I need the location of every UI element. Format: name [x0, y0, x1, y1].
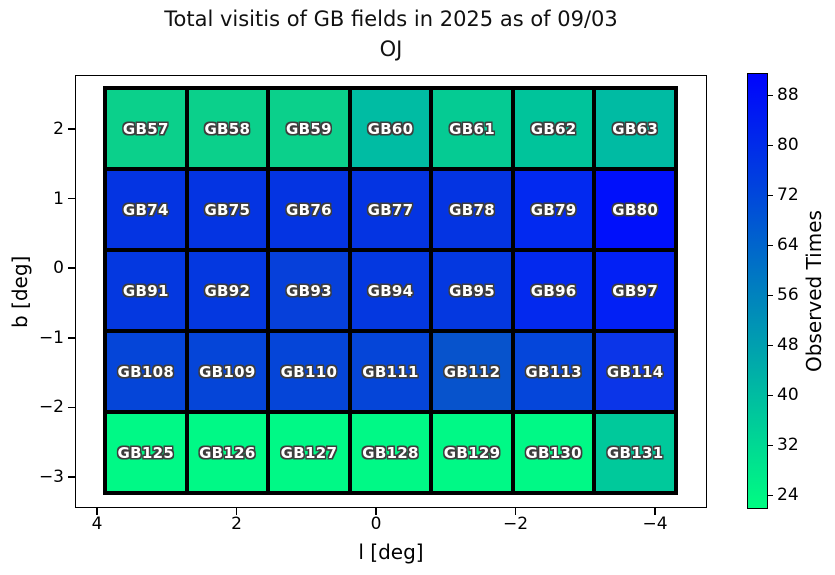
grid-cell-GB60: GB60	[351, 90, 430, 167]
colorbar-tick-mark	[767, 144, 773, 147]
x-tick-label: 4	[91, 514, 103, 534]
chart-title: Total visitis of GB fields in 2025 as of…	[75, 5, 707, 65]
colorbar-tick-label: 88	[777, 85, 799, 106]
grid-cell-GB78: GB78	[433, 171, 511, 248]
grid-cell-GB131: GB131	[596, 414, 674, 491]
x-tick-mark	[96, 508, 98, 515]
grid-cell-GB125: GB125	[107, 414, 185, 491]
grid-cell-GB76: GB76	[270, 171, 348, 248]
x-axis-label: l [deg]	[358, 540, 424, 564]
chart-title-line2: OJ	[379, 36, 403, 61]
grid-cell-GB74: GB74	[107, 171, 185, 248]
grid-cell-GB113: GB113	[514, 333, 593, 410]
y-tick-mark	[68, 337, 75, 339]
colorbar-tick-mark	[767, 194, 773, 197]
heatmap-grid: GB57 GB58 GB59 GB60 GB61 GB62 GB63 GB74 GB75 GB76…	[103, 86, 678, 495]
grid-cell-GB79: GB79	[514, 171, 593, 248]
colorbar-tick-mark	[767, 294, 773, 297]
grid-cell-GB80: GB80	[596, 171, 674, 248]
y-tick-mark	[68, 476, 75, 478]
grid-cell-GB95: GB95	[433, 252, 511, 329]
grid-cell-GB61: GB61	[433, 90, 511, 167]
colorbar-tick-label: 32	[777, 435, 799, 456]
x-tick-mark	[235, 508, 238, 515]
grid-cell-GB114: GB114	[596, 333, 674, 410]
colorbar-tick-mark	[767, 394, 773, 397]
colorbar-tick-label: 24	[777, 485, 799, 506]
y-tick-label: 2	[53, 119, 64, 139]
grid-cell-GB97: GB97	[596, 252, 674, 329]
grid-cell-GB94: GB94	[351, 252, 430, 329]
grid-cell-GB58: GB58	[188, 90, 267, 167]
colorbar-tick-mark	[767, 344, 773, 347]
y-tick-label: −3	[38, 467, 64, 487]
x-tick-label: 0	[370, 514, 382, 534]
colorbar-tick-mark	[767, 244, 773, 247]
grid-cell-GB77: GB77	[351, 171, 430, 248]
colorbar-label: Observed Times	[802, 210, 826, 372]
grid-cell-GB96: GB96	[514, 252, 593, 329]
y-tick-mark	[68, 406, 75, 409]
x-tick-mark	[514, 508, 517, 515]
y-tick-label: 0	[53, 258, 64, 279]
grid-cell-GB129: GB129	[433, 414, 511, 491]
grid-cell-GB93: GB93	[270, 252, 348, 329]
y-tick-mark	[68, 128, 75, 130]
grid-cell-GB130: GB130	[514, 414, 593, 491]
grid-cell-GB127: GB127	[270, 414, 348, 491]
colorbar-tick-label: 48	[777, 335, 799, 356]
x-tick-mark	[375, 508, 377, 515]
colorbar-tick-mark	[767, 494, 773, 496]
colorbar-tick-label: 56	[777, 285, 799, 306]
y-tick-mark	[68, 267, 75, 269]
grid-cell-GB126: GB126	[188, 414, 267, 491]
grid-cell-GB108: GB108	[107, 333, 185, 410]
y-tick-label: 1	[53, 188, 64, 209]
grid-cell-GB57: GB57	[107, 90, 185, 167]
colorbar-tick-mark	[767, 94, 773, 97]
chart-title-line1: Total visitis of GB fields in 2025 as of…	[164, 7, 618, 31]
colorbar-tick-label: 40	[777, 385, 799, 406]
colorbar	[747, 73, 768, 509]
grid-cell-GB128: GB128	[351, 414, 430, 491]
grid-cell-GB109: GB109	[188, 333, 267, 410]
colorbar-tick-label: 72	[777, 185, 799, 206]
x-tick-label: −4	[642, 514, 668, 534]
grid-cell-GB63: GB63	[596, 90, 674, 167]
grid-cell-GB111: GB111	[351, 333, 430, 410]
y-tick-label: −2	[38, 397, 64, 418]
y-tick-mark	[68, 197, 75, 200]
grid-cell-GB110: GB110	[270, 333, 348, 410]
grid-cell-GB92: GB92	[188, 252, 267, 329]
grid-cell-GB59: GB59	[270, 90, 348, 167]
grid-cell-GB75: GB75	[188, 171, 267, 248]
y-tick-label: −1	[38, 327, 64, 348]
grid-cell-GB62: GB62	[514, 90, 593, 167]
grid-cell-GB112: GB112	[433, 333, 511, 410]
colorbar-tick-label: 64	[777, 235, 799, 256]
y-axis-label: b [deg]	[8, 255, 32, 328]
x-tick-label: 2	[231, 514, 242, 534]
x-tick-mark	[654, 508, 656, 515]
grid-cell-GB91: GB91	[107, 252, 185, 329]
colorbar-tick-mark	[767, 444, 773, 447]
x-tick-label: −2	[502, 514, 529, 534]
colorbar-tick-label: 80	[777, 135, 799, 156]
